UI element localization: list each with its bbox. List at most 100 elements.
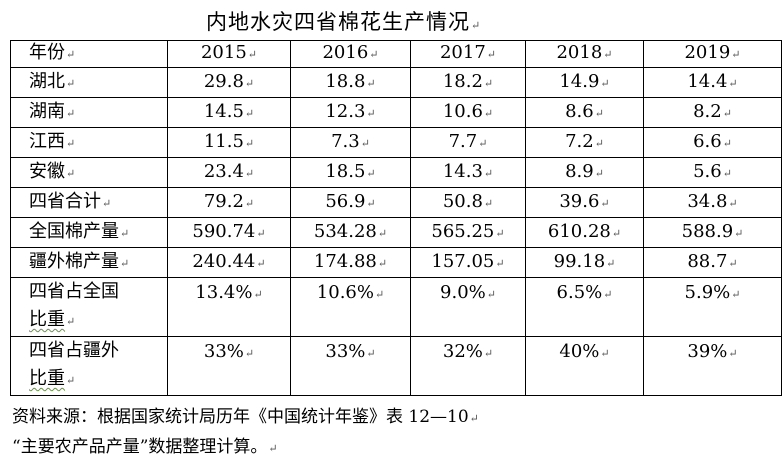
value-cell: 590.74↵ xyxy=(167,217,291,248)
value-cell: 34.8↵ xyxy=(643,187,782,218)
paragraph-mark-icon: ↵ xyxy=(360,136,370,150)
value-cell: 23.4↵ xyxy=(167,157,291,188)
paragraph-mark-icon: ↵ xyxy=(66,374,76,387)
paragraph-mark-icon: ↵ xyxy=(256,256,266,270)
value-cell: 565.25↵ xyxy=(410,217,526,248)
cell-text: 四省占疆外 xyxy=(29,340,119,361)
paragraph-mark-icon: ↵ xyxy=(253,288,263,301)
cotton-production-table: 年份↵ 2015↵ 2016↵ 2017↵ 2018↵ 2019↵ 湖北↵ 29.8↵ 18.8… xyxy=(10,40,782,396)
cell-text: 534.28 xyxy=(313,220,377,242)
cell-text: 5.6 xyxy=(693,160,722,182)
cell-text: 6.5% xyxy=(556,282,603,303)
value-cell: 12.3↵ xyxy=(290,97,411,128)
share-value-cell: 33%↵ xyxy=(167,336,291,396)
cell-text: 565.25 xyxy=(431,220,495,242)
paragraph-mark-icon: ↵ xyxy=(247,48,258,61)
value-cell: 50.8↵ xyxy=(410,187,526,218)
value-cell: 14.3↵ xyxy=(410,157,526,188)
cell-text: 湖北 xyxy=(29,70,65,92)
paragraph-mark-icon: ↵ xyxy=(66,315,76,328)
value-cell: 14.9↵ xyxy=(525,67,644,98)
cell-text: 6.6 xyxy=(693,130,722,152)
cell-text: 40% xyxy=(559,341,600,362)
paragraph-mark-icon: ↵ xyxy=(600,76,610,90)
value-cell: 8.6↵ xyxy=(525,97,644,128)
value-cell: 18.2↵ xyxy=(410,67,526,98)
cell-text: 34.8 xyxy=(687,190,728,212)
cell-text: 14.4 xyxy=(687,70,728,92)
cell-text: 四省合计 xyxy=(29,190,101,212)
cell-text: 588.9 xyxy=(681,220,734,242)
source-note: 资料来源：根据国家统计局历年《中国统计年鉴》表 12—10↵ “主要农产品产量”… xyxy=(12,403,479,463)
paragraph-mark-icon: ↵ xyxy=(722,166,732,180)
paragraph-mark-icon: ↵ xyxy=(731,288,741,301)
paragraph-mark-icon: ↵ xyxy=(366,106,376,120)
year-header-cell: 2017↵ xyxy=(410,40,526,68)
paragraph-mark-icon: ↵ xyxy=(731,48,741,61)
value-cell: 7.2↵ xyxy=(525,127,644,158)
row-label-cell: 四省占疆外 比重↵ xyxy=(10,336,168,396)
label-line-2: 比重↵ xyxy=(29,306,167,336)
cell-text: 8.2 xyxy=(693,100,722,122)
cell-text: 79.2 xyxy=(203,190,244,212)
cell-text: 11.5 xyxy=(203,130,244,152)
cell-text: 56.9 xyxy=(325,190,366,212)
header-row: 年份↵ 2015↵ 2016↵ 2017↵ 2018↵ 2019↵ xyxy=(10,40,782,68)
value-cell: 7.3↵ xyxy=(290,127,411,158)
paragraph-mark-icon: ↵ xyxy=(722,106,732,120)
cell-text: 29.8 xyxy=(203,70,244,92)
share-value-cell: 9.0%↵ xyxy=(410,277,526,337)
paragraph-mark-icon: ↵ xyxy=(594,136,604,150)
paragraph-mark-icon: ↵ xyxy=(244,196,255,210)
source-line-1: 资料来源：根据国家统计局历年《中国统计年鉴》表 12—10↵ xyxy=(12,407,479,427)
paragraph-mark-icon: ↵ xyxy=(483,166,494,180)
cell-text: 8.9 xyxy=(565,160,594,182)
paragraph-mark-icon: ↵ xyxy=(728,196,738,210)
cell-text: 10.6% xyxy=(316,282,374,303)
cell-text: 50.8 xyxy=(442,190,483,212)
share-row: 四省占全国 比重↵ 13.4%↵ 10.6%↵ 9.0%↵ 6.5%↵ 5.9%↵ xyxy=(10,277,782,337)
paragraph-mark-icon: ↵ xyxy=(244,136,255,150)
paragraph-mark-icon: ↵ xyxy=(469,412,479,425)
paragraph-mark-icon: ↵ xyxy=(483,196,494,210)
row-label-cell: 安徽↵ xyxy=(10,157,168,188)
paragraph-mark-icon: ↵ xyxy=(377,256,388,270)
cell-text: 39% xyxy=(687,341,728,362)
label-line-1: 四省占全国 xyxy=(29,278,167,306)
paragraph-mark-icon: ↵ xyxy=(483,106,494,120)
cell-text: 7.7 xyxy=(448,130,478,152)
paragraph-mark-icon: ↵ xyxy=(244,347,255,360)
value-cell: 99.18↵ xyxy=(525,247,644,278)
table-row: 安徽↵ 23.4↵ 18.5↵ 14.3↵ 8.9↵ 5.6↵ xyxy=(10,157,782,188)
paragraph-mark-icon: ↵ xyxy=(734,226,744,240)
cell-text: 174.88 xyxy=(313,250,377,272)
value-cell: 10.6↵ xyxy=(410,97,526,128)
paragraph-mark-icon: ↵ xyxy=(611,226,622,240)
paragraph-mark-icon: ↵ xyxy=(244,106,255,120)
paragraph-mark-icon: ↵ xyxy=(366,166,376,180)
cell-text: 2018 xyxy=(556,42,603,63)
share-value-cell: 40%↵ xyxy=(525,336,644,396)
paragraph-mark-icon: ↵ xyxy=(66,136,76,150)
table-row: 湖北↵ 29.8↵ 18.8↵ 18.2↵ 14.9↵ 14.4↵ xyxy=(10,67,782,98)
cell-text: 年份 xyxy=(29,42,65,63)
paragraph-mark-icon: ↵ xyxy=(66,76,76,90)
paragraph-mark-icon: ↵ xyxy=(471,19,482,32)
cell-text: 9.0% xyxy=(440,282,486,303)
value-cell: 8.9↵ xyxy=(525,157,644,188)
value-cell: 39.6↵ xyxy=(525,187,644,218)
paragraph-mark-icon: ↵ xyxy=(728,256,738,270)
paragraph-mark-icon: ↵ xyxy=(483,76,494,90)
row-label-cell: 四省合计↵ xyxy=(10,187,168,218)
cell-text: 全国棉产量 xyxy=(29,220,119,242)
cell-text: 39.6 xyxy=(559,190,600,212)
paragraph-mark-icon: ↵ xyxy=(366,76,376,90)
paragraph-mark-icon: ↵ xyxy=(366,196,376,210)
paragraph-mark-icon: ↵ xyxy=(600,196,610,210)
cell-text: 14.3 xyxy=(442,160,483,182)
label-line-1: 四省占疆外 xyxy=(29,337,167,365)
cell-text: 610.28 xyxy=(547,220,611,242)
row-label-cell: 疆外棉产量↵ xyxy=(10,247,168,278)
year-header-cell: 2019↵ xyxy=(643,40,782,68)
share-value-cell: 32%↵ xyxy=(410,336,526,396)
